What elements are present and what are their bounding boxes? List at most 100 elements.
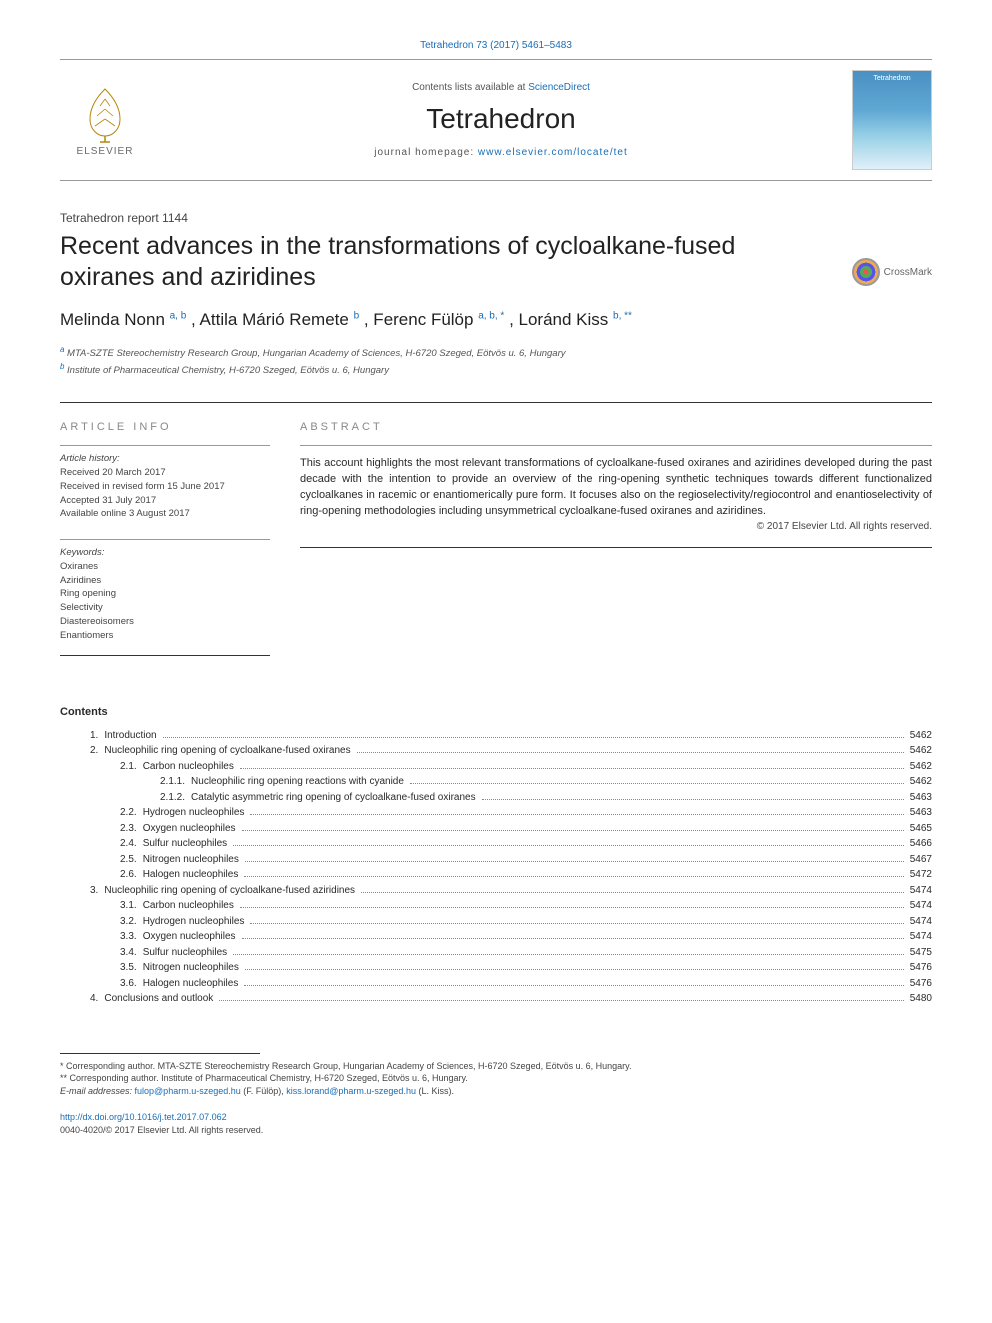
history-received: Received 20 March 2017 [60, 466, 270, 480]
affil-a: MTA-SZTE Stereochemistry Research Group,… [64, 348, 565, 359]
toc-dots [244, 876, 903, 877]
toc-title: Halogen nucleophiles [143, 867, 239, 883]
author-2-affil[interactable]: b [354, 310, 360, 321]
toc-row[interactable]: 2.1. Carbon nucleophiles 5462 [60, 759, 932, 775]
toc-dots [361, 892, 904, 893]
toc-number: 3.1. [60, 898, 137, 914]
toc-row[interactable]: 3. Nucleophilic ring opening of cycloalka… [60, 883, 932, 899]
article-title: Recent advances in the transformations o… [60, 231, 830, 294]
toc-number: 1. [60, 728, 98, 744]
toc-title: Carbon nucleophiles [143, 759, 234, 775]
author-4: , Loránd Kiss [509, 310, 613, 329]
toc-title: Hydrogen nucleophiles [143, 914, 245, 930]
author-4-affil[interactable]: b, ** [613, 310, 632, 321]
doi-block: http://dx.doi.org/10.1016/j.tet.2017.07.… [60, 1111, 932, 1136]
journal-homepage-link[interactable]: www.elsevier.com/locate/tet [478, 147, 628, 158]
author-1-affil[interactable]: a, b [170, 310, 187, 321]
toc-dots [482, 799, 904, 800]
journal-name: Tetrahedron [150, 103, 852, 135]
history-accepted: Accepted 31 July 2017 [60, 494, 270, 508]
issn-copyright: 0040-4020/© 2017 Elsevier Ltd. All right… [60, 1124, 932, 1137]
toc-row[interactable]: 2.1.1.Nucleophilic ring opening reaction… [60, 774, 932, 790]
elsevier-logo[interactable]: ELSEVIER [60, 75, 150, 165]
toc-title: Conclusions and outlook [104, 991, 213, 1007]
toc-dots [242, 830, 904, 831]
toc-number: 3.2. [60, 914, 137, 930]
abstract-text: This account highlights the most relevan… [300, 445, 932, 547]
toc-row[interactable]: 2.3.Oxygen nucleophiles 5465 [60, 821, 932, 837]
author-2: , Attila Márió Remete [191, 310, 354, 329]
author-3-affil[interactable]: a, b, * [478, 310, 504, 321]
table-of-contents: 1.Introduction 54622. Nucleophilic ring o… [60, 728, 932, 1007]
toc-number: 2.1. [60, 759, 137, 775]
toc-row[interactable]: 2.2.Hydrogen nucleophiles 5463 [60, 805, 932, 821]
toc-dots [233, 954, 904, 955]
doi-link[interactable]: http://dx.doi.org/10.1016/j.tet.2017.07.… [60, 1112, 227, 1122]
crossmark-badge[interactable]: CrossMark [852, 258, 932, 286]
toc-row[interactable]: 3.2.Hydrogen nucleophiles 5474 [60, 914, 932, 930]
crossmark-icon [852, 258, 880, 286]
cover-label: Tetrahedron [873, 75, 910, 82]
footnote-1: Corresponding author. MTA-SZTE Stereoche… [64, 1061, 632, 1071]
toc-title: Nitrogen nucleophiles [143, 852, 239, 868]
toc-page: 5462 [910, 759, 932, 775]
email-1-name: (F. Fülöp), [241, 1086, 287, 1096]
toc-dots [245, 861, 904, 862]
toc-title: Carbon nucleophiles [143, 898, 234, 914]
toc-title: Oxygen nucleophiles [143, 929, 236, 945]
toc-row[interactable]: 2.6.Halogen nucleophiles 5472 [60, 867, 932, 883]
footnote-2: Corresponding author. Institute of Pharm… [67, 1073, 468, 1083]
toc-dots [240, 768, 904, 769]
journal-cover-thumbnail[interactable]: Tetrahedron [852, 70, 932, 170]
article-info-column: article info Article history: Received 2… [60, 421, 270, 655]
keyword: Diastereoisomers [60, 615, 270, 629]
author-3: , Ferenc Fülöp [364, 310, 478, 329]
journal-header: ELSEVIER Contents lists available at Sci… [60, 59, 932, 181]
email-link-2[interactable]: kiss.lorand@pharm.u-szeged.hu [286, 1086, 416, 1096]
toc-dots [242, 938, 904, 939]
toc-row[interactable]: 1.Introduction 5462 [60, 728, 932, 744]
toc-number: 2.1.1. [60, 774, 185, 790]
toc-dots [250, 814, 903, 815]
toc-row[interactable]: 3.5.Nitrogen nucleophiles 5476 [60, 960, 932, 976]
keywords-block: Keywords: Oxiranes Aziridines Ring openi… [60, 539, 270, 655]
toc-number: 4. [60, 991, 98, 1007]
toc-row[interactable]: 2.1.2. Catalytic asymmetric ring opening … [60, 790, 932, 806]
toc-number: 2.1.2. [60, 790, 185, 806]
toc-page: 5474 [910, 883, 932, 899]
toc-number: 3. [60, 883, 98, 899]
toc-title: Oxygen nucleophiles [143, 821, 236, 837]
article-page: Tetrahedron 73 (2017) 5461–5483 ELSEVIER… [0, 0, 992, 1166]
abstract-body: This account highlights the most relevan… [300, 457, 932, 517]
toc-row[interactable]: 3.1.Carbon nucleophiles 5474 [60, 898, 932, 914]
citation-link[interactable]: Tetrahedron 73 (2017) 5461–5483 [60, 40, 932, 51]
toc-row[interactable]: 3.4.Sulfur nucleophiles 5475 [60, 945, 932, 961]
toc-title: Nucleophilic ring opening of cycloalkane… [104, 743, 350, 759]
toc-row[interactable]: 4.Conclusions and outlook 5480 [60, 991, 932, 1007]
toc-dots [357, 752, 904, 753]
report-number: Tetrahedron report 1144 [60, 211, 932, 225]
toc-number: 3.3. [60, 929, 137, 945]
toc-page: 5465 [910, 821, 932, 837]
article-info-heading: article info [60, 421, 270, 433]
toc-row[interactable]: 2. Nucleophilic ring opening of cycloalka… [60, 743, 932, 759]
abstract-heading: abstract [300, 421, 932, 433]
toc-row[interactable]: 2.4.Sulfur nucleophiles 5466 [60, 836, 932, 852]
toc-row[interactable]: 3.6.Halogen nucleophiles 5476 [60, 976, 932, 992]
toc-title: Sulfur nucleophiles [143, 836, 228, 852]
email-link-1[interactable]: fulop@pharm.u-szeged.hu [135, 1086, 241, 1096]
toc-number: 2. [60, 743, 98, 759]
toc-title: Catalytic asymmetric ring opening of cyc… [191, 790, 476, 806]
toc-number: 2.6. [60, 867, 137, 883]
contents-lists-line: Contents lists available at ScienceDirec… [150, 82, 852, 93]
toc-title: Nucleophilic ring opening of cycloalkane… [104, 883, 355, 899]
abstract-copyright: © 2017 Elsevier Ltd. All rights reserved… [300, 520, 932, 535]
keyword: Aziridines [60, 574, 270, 588]
toc-page: 5466 [910, 836, 932, 852]
toc-row[interactable]: 3.3.Oxygen nucleophiles 5474 [60, 929, 932, 945]
sciencedirect-link[interactable]: ScienceDirect [528, 82, 590, 93]
toc-row[interactable]: 2.5.Nitrogen nucleophiles 5467 [60, 852, 932, 868]
homepage-prefix: journal homepage: [374, 147, 478, 158]
toc-number: 3.6. [60, 976, 137, 992]
toc-page: 5476 [910, 976, 932, 992]
